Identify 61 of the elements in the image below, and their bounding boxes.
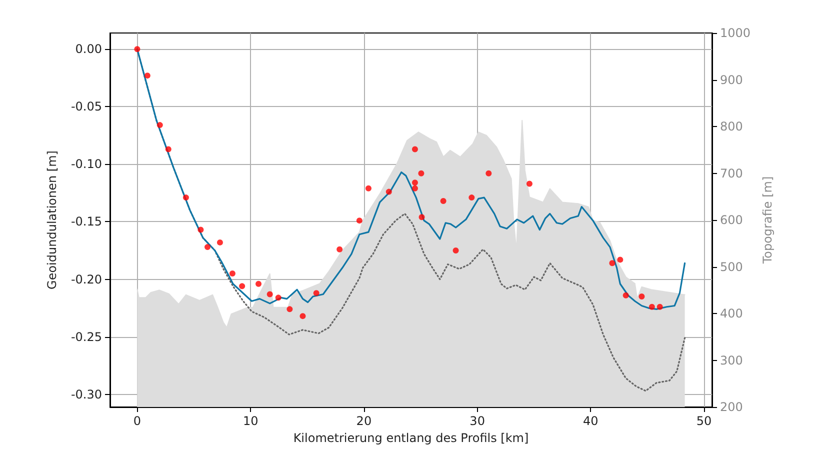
- point: [198, 226, 204, 233]
- point: [386, 188, 392, 195]
- x-tick-label: 20: [356, 414, 372, 428]
- point: [609, 260, 616, 266]
- point: [440, 198, 446, 204]
- point: [617, 256, 624, 263]
- point: [256, 280, 262, 287]
- point: [622, 292, 629, 298]
- y2-tick-label: 800: [720, 120, 743, 134]
- y2-tick-label: 600: [720, 213, 743, 227]
- point: [239, 283, 246, 290]
- point: [275, 294, 282, 301]
- point: [313, 290, 320, 296]
- point: [412, 180, 418, 186]
- point: [412, 146, 418, 152]
- point: [638, 294, 645, 300]
- point: [336, 246, 343, 252]
- x-tick-label: 0: [133, 414, 142, 428]
- x-tick-label: 40: [583, 414, 598, 428]
- y-tick-label: -0.10: [70, 157, 102, 172]
- x-tick-label: 50: [696, 414, 712, 428]
- point: [526, 180, 532, 187]
- y2-axis-title: Topografie [m]: [760, 176, 774, 265]
- y2-tick-label: 900: [720, 72, 743, 87]
- point: [365, 185, 372, 192]
- y-tick-label: 0.00: [75, 42, 102, 56]
- point: [300, 313, 306, 320]
- point: [656, 304, 663, 310]
- point: [648, 304, 655, 310]
- point: [156, 122, 163, 128]
- point: [134, 46, 140, 52]
- y2-tick-label: 200: [720, 400, 743, 414]
- y2-tick-label: 500: [720, 260, 743, 274]
- y2-tick-label: 1000: [720, 26, 751, 40]
- point: [418, 214, 425, 220]
- x-axis-title: Kilometrierung entlang des Profils [km]: [293, 430, 529, 445]
- y-tick-label: -0.30: [70, 387, 102, 402]
- y-tick-label: -0.25: [70, 330, 102, 344]
- y2-tick-label: 300: [720, 353, 743, 368]
- y-tick-label: -0.20: [70, 272, 102, 286]
- point: [452, 247, 459, 254]
- point: [286, 306, 293, 312]
- x-tick-label: 30: [470, 414, 485, 428]
- x-tick-label: 10: [242, 414, 258, 428]
- point: [204, 244, 210, 250]
- point: [266, 291, 273, 298]
- y-tick-label: -0.05: [70, 100, 102, 114]
- point: [418, 170, 424, 176]
- point: [182, 194, 189, 201]
- point: [144, 72, 150, 79]
- point: [229, 270, 236, 277]
- point: [165, 146, 172, 152]
- y2-tick-label: 400: [720, 306, 743, 320]
- y2-tick-label: 700: [720, 166, 743, 180]
- point: [412, 185, 418, 192]
- y-tick-label: -0.15: [70, 214, 102, 229]
- y-axis-title: Geoidundulationen [m]: [45, 150, 59, 290]
- point: [216, 239, 223, 246]
- point: [486, 170, 492, 176]
- point: [468, 194, 475, 201]
- point: [356, 218, 362, 224]
